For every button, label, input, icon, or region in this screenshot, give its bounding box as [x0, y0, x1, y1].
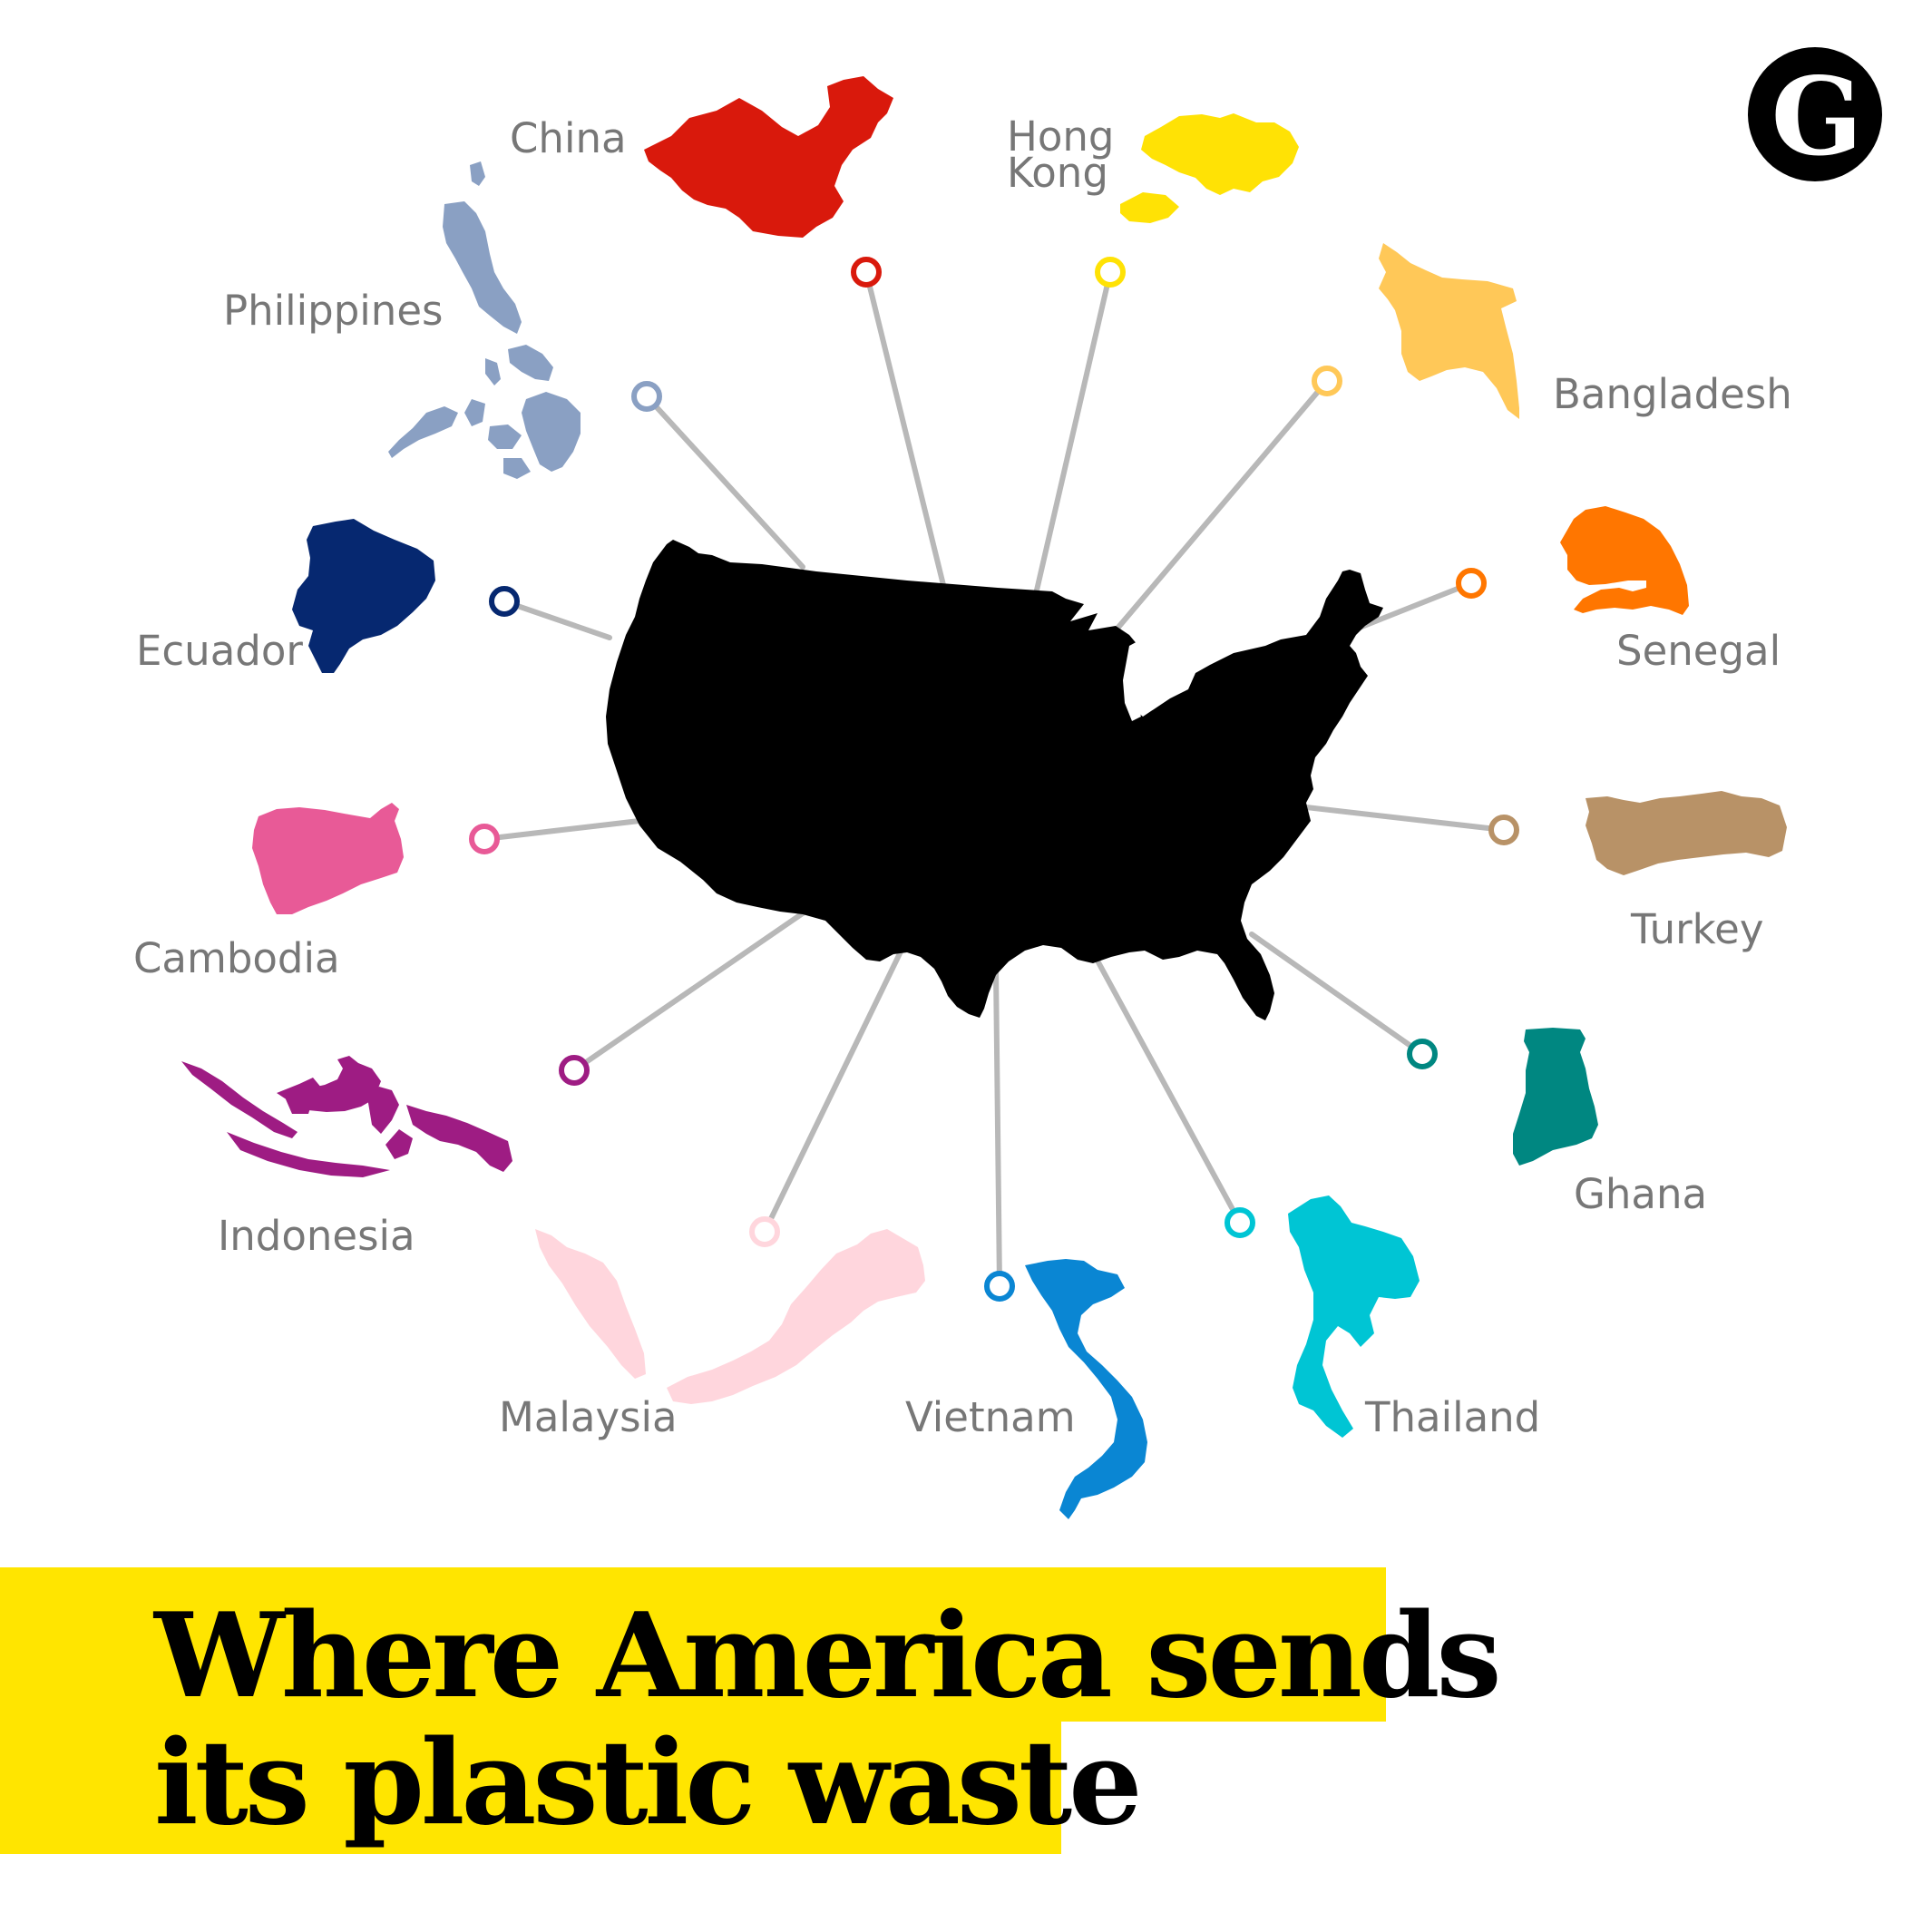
- label-vietnam: Vietnam: [905, 1393, 1076, 1441]
- connector-vietnam: [993, 968, 1002, 1289]
- connector-ecuador: [502, 599, 612, 640]
- connector-china: [864, 269, 946, 588]
- hong-kong-map-icon: [1120, 113, 1299, 223]
- cambodia-map-icon: [252, 803, 404, 914]
- senegal-map-icon: [1560, 506, 1689, 615]
- connector-philippines: [644, 394, 805, 570]
- label-senegal: Senegal: [1616, 627, 1781, 675]
- label-philippines: Philippines: [223, 287, 443, 335]
- label-ghana: Ghana: [1574, 1170, 1707, 1218]
- cambodia-marker: [469, 824, 500, 854]
- vietnam-map-icon: [1025, 1259, 1147, 1519]
- connector-bangladesh: [1113, 378, 1330, 633]
- headline-highlight-top: [0, 1567, 1386, 1722]
- senegal-marker: [1456, 568, 1487, 599]
- usa-map-icon: [606, 540, 1383, 1020]
- guardian-logo-icon: G: [1748, 47, 1882, 181]
- turkey-map-icon: [1586, 791, 1787, 875]
- china-marker: [851, 257, 882, 288]
- headline-line-2: its plastic waste: [154, 1715, 1142, 1851]
- vietnam-marker: [984, 1271, 1015, 1302]
- ghana-map-icon: [1513, 1028, 1598, 1166]
- indonesia-marker: [559, 1055, 590, 1086]
- label-turkey: Turkey: [1630, 905, 1763, 953]
- connector-malaysia: [762, 945, 905, 1234]
- logo-letter: G: [1771, 54, 1863, 180]
- label-hong-kong-line1: Hong: [1007, 112, 1114, 161]
- china-map-icon: [644, 76, 893, 238]
- connector-hong-kong: [1033, 269, 1113, 597]
- headline-highlight-bottom: [0, 1722, 1061, 1854]
- headline-line-1: Where America sends: [154, 1588, 1501, 1724]
- malaysia-marker: [749, 1216, 780, 1247]
- label-hong-kong-line2: Kong: [1007, 149, 1108, 197]
- thailand-map-icon: [1288, 1195, 1420, 1438]
- bangladesh-map-icon: [1379, 243, 1519, 419]
- label-bangladesh: Bangladesh: [1553, 370, 1792, 418]
- label-malaysia: Malaysia: [499, 1393, 678, 1441]
- country-labels: China Hong Kong Bangladesh Senegal Turke…: [133, 112, 1792, 1441]
- turkey-marker: [1488, 815, 1519, 845]
- philippines-map-icon: [388, 161, 581, 479]
- malaysia-map-icon: [535, 1229, 925, 1404]
- hong-kong-marker: [1095, 257, 1126, 288]
- thailand-marker: [1225, 1207, 1255, 1238]
- connector-thailand: [1090, 950, 1243, 1225]
- label-cambodia: Cambodia: [133, 934, 340, 982]
- connector-ghana: [1249, 932, 1425, 1057]
- label-ecuador: Ecuador: [136, 627, 303, 675]
- great-lakes-cutout: [1123, 639, 1145, 721]
- destination-markers: [469, 257, 1519, 1302]
- connector-turkey: [1303, 805, 1507, 833]
- label-indonesia: Indonesia: [218, 1212, 415, 1260]
- label-china: China: [510, 114, 627, 162]
- label-thailand: Thailand: [1364, 1393, 1540, 1441]
- connector-indonesia: [571, 904, 815, 1073]
- indonesia-map-icon: [181, 1056, 512, 1177]
- ecuador-map-icon: [292, 519, 435, 673]
- bangladesh-marker: [1312, 366, 1342, 396]
- ecuador-marker: [489, 586, 520, 617]
- connector-lines: [482, 269, 1507, 1289]
- country-shapes: [181, 76, 1787, 1519]
- connector-cambodia: [482, 818, 642, 842]
- ghana-marker: [1407, 1039, 1438, 1069]
- philippines-marker: [631, 381, 662, 412]
